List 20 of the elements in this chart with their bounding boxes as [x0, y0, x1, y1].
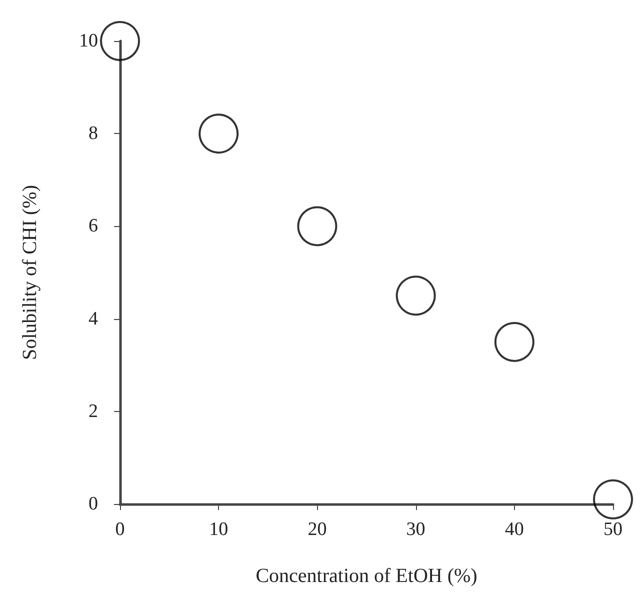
point	[100, 21, 140, 61]
y-tick-label: 10	[79, 30, 98, 52]
y-tick-label: 2	[88, 400, 98, 422]
x-tick-label: 50	[604, 519, 622, 540]
x-tick-label: 0	[115, 519, 125, 540]
x-tick-label: 40	[504, 519, 524, 540]
point	[396, 276, 436, 316]
y-tick-label: 6	[88, 216, 98, 237]
x-tick-label: 30	[406, 519, 426, 540]
x-axis-title: Concentration of EtOH (%)	[256, 565, 478, 587]
y-tick-label: 8	[88, 123, 98, 144]
y-tick-label: 0	[88, 494, 98, 514]
point	[494, 322, 534, 362]
y-tick-label: 4	[88, 308, 98, 330]
x-tick-label: 10	[209, 519, 228, 540]
point	[198, 114, 239, 154]
point	[593, 479, 633, 520]
point	[297, 206, 338, 246]
y-axis-title: Solubility of CHI (%)	[19, 185, 41, 360]
x-tick-label: 20	[308, 519, 327, 540]
